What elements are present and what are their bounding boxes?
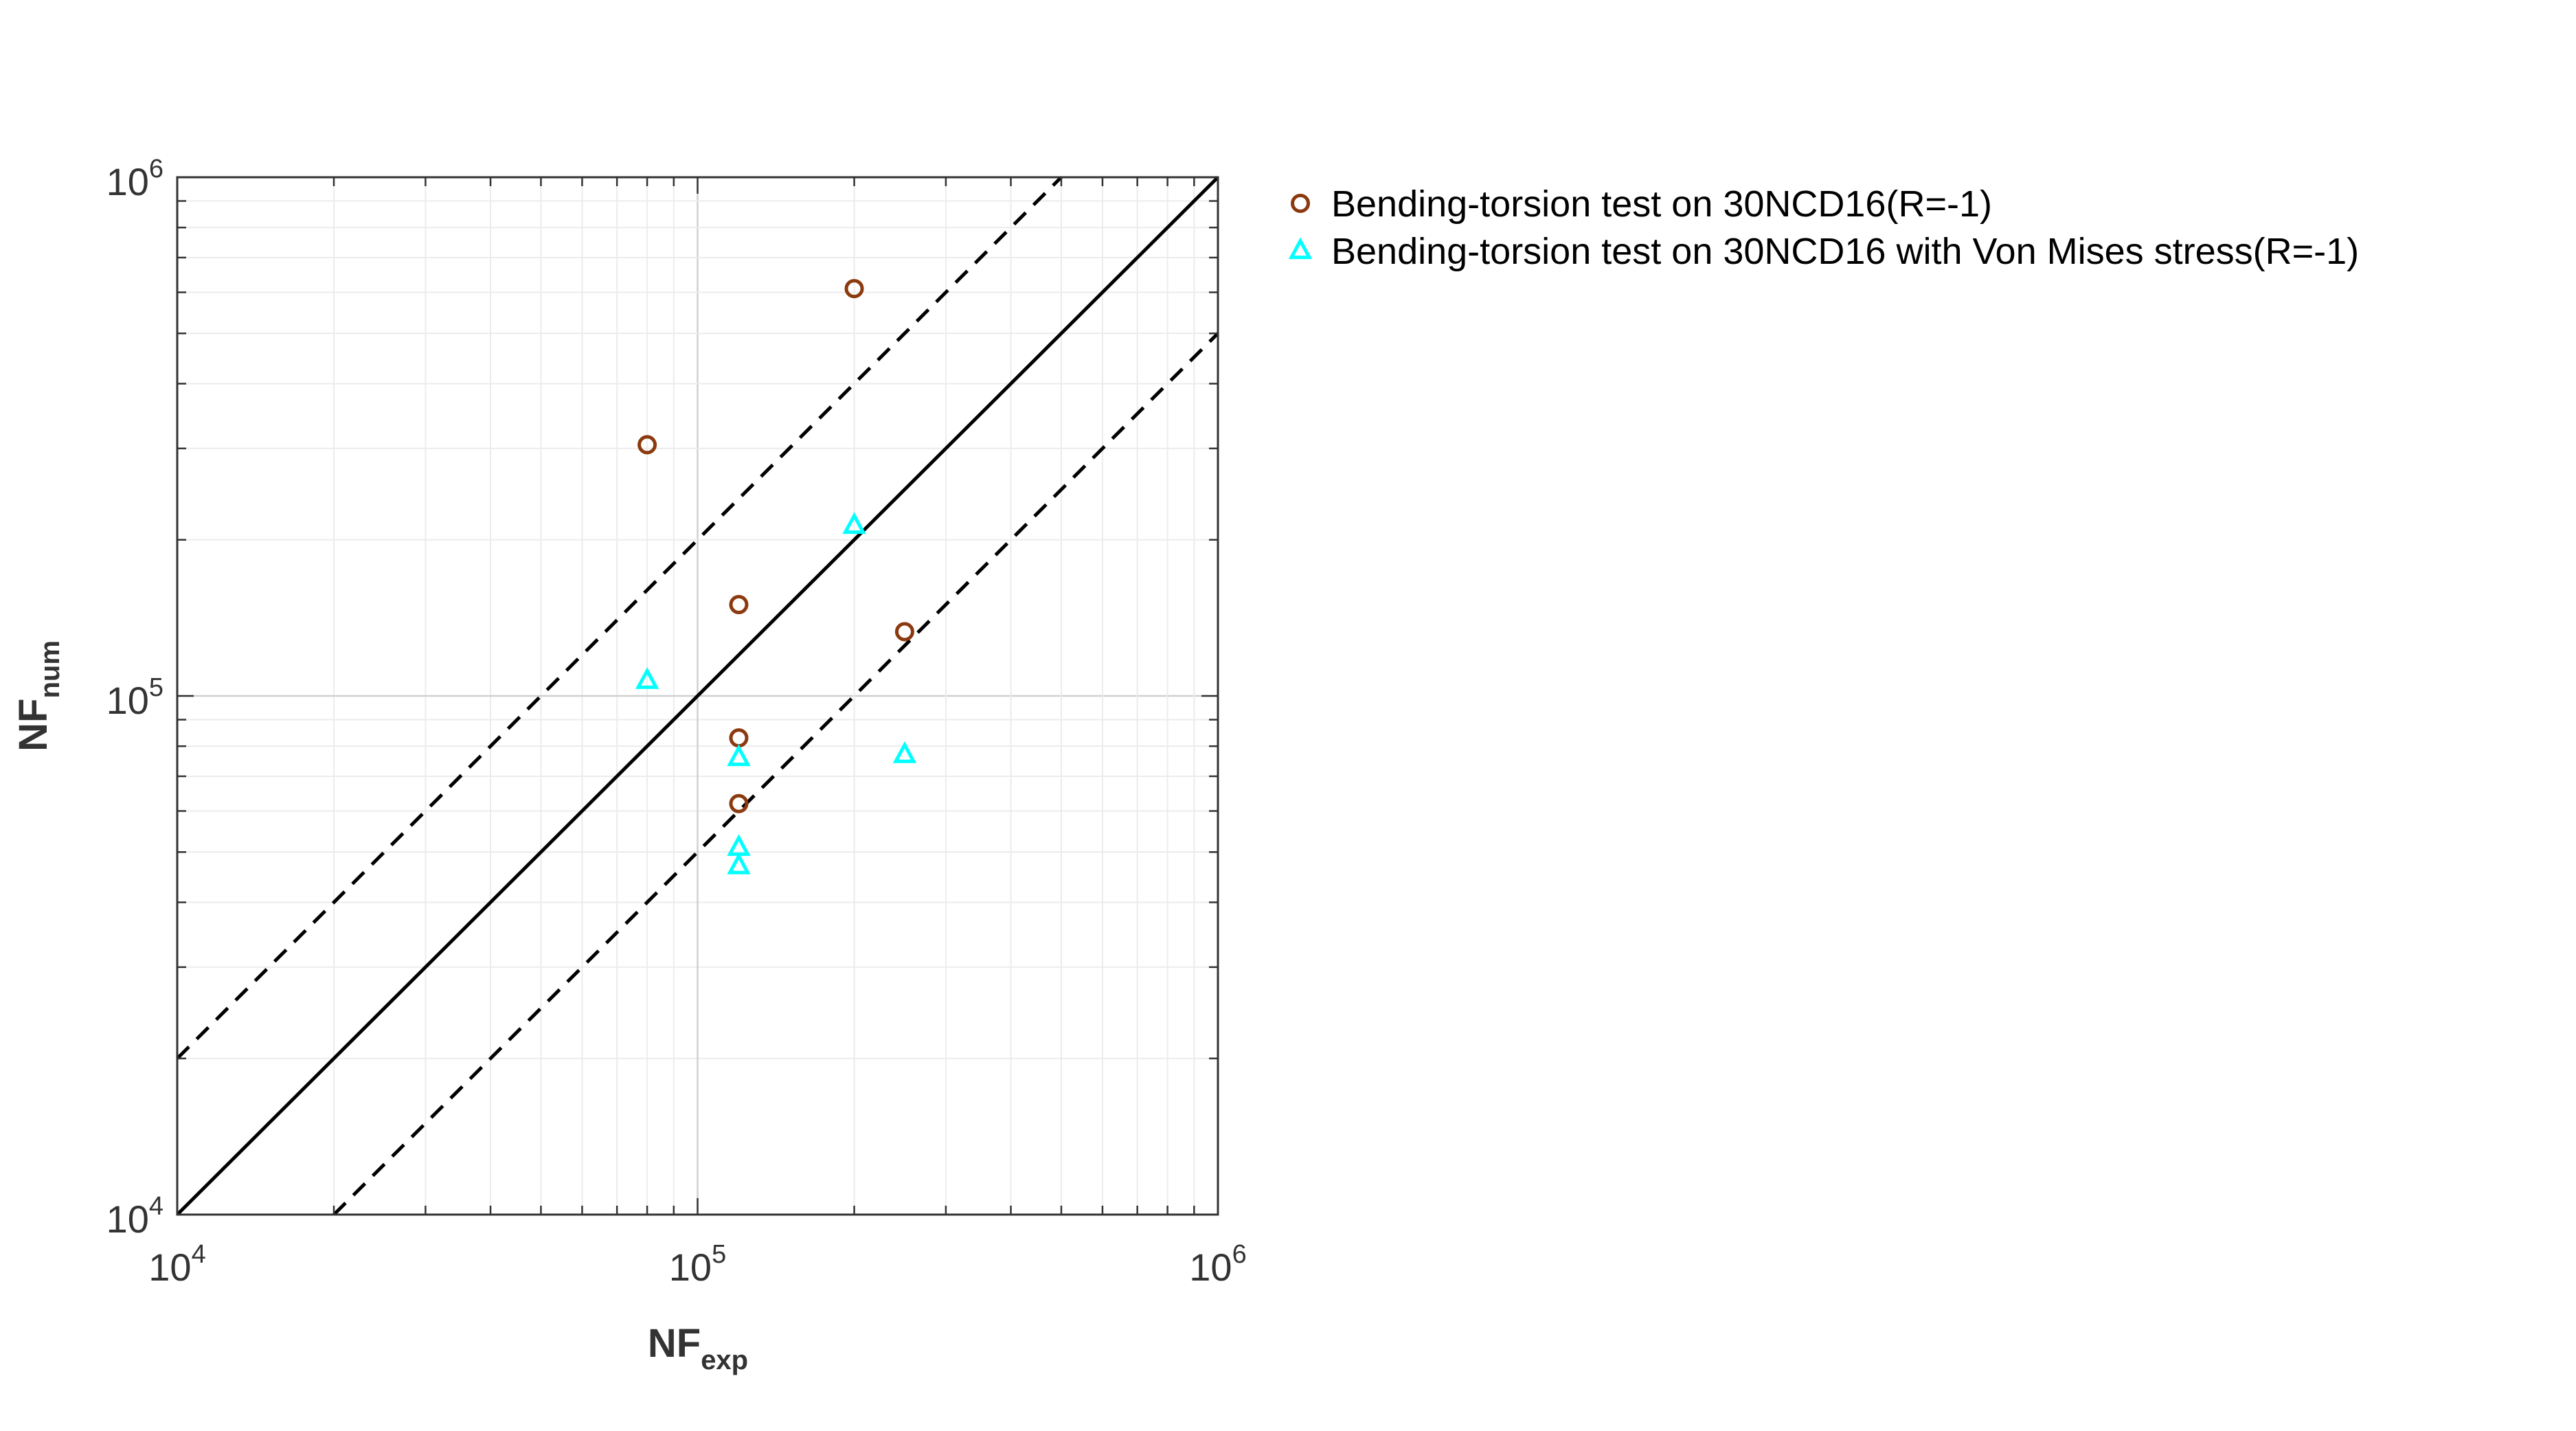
triangle-data-point <box>635 667 659 689</box>
x-tick-label: 104 <box>148 1240 205 1289</box>
circle-data-point <box>729 793 749 813</box>
dashed-scatter-band-line <box>332 332 1219 1216</box>
y-axis-title-sub: num <box>35 640 65 698</box>
circle-data-point <box>729 595 749 615</box>
triangle-data-point <box>727 744 751 767</box>
x-tick-label: 105 <box>669 1240 726 1289</box>
dashed-scatter-band-line <box>176 176 1063 1060</box>
circle-data-point <box>894 622 914 642</box>
x-axis-title-main: NF <box>648 1321 701 1366</box>
y-tick-label: 105 <box>106 673 163 722</box>
triangle-data-point <box>892 741 917 763</box>
legend-label: Bending-torsion test on 30NCD16(R=-1) <box>1331 183 1992 225</box>
legend-label: Bending-torsion test on 30NCD16 with Von… <box>1331 231 2359 272</box>
triangle-data-point <box>842 512 866 534</box>
legend-triangle-marker <box>1288 237 1313 260</box>
identity-line <box>176 176 1219 1216</box>
axes <box>176 176 1219 1216</box>
y-tick-label: 104 <box>106 1192 163 1241</box>
y-axis-title-main: NF <box>11 699 56 752</box>
legend-entry: Bending-torsion test on 30NCD16(R=-1) <box>1291 183 1992 225</box>
reference-lines <box>176 176 1219 1216</box>
tick-labels: 104 105 106 104 105 106 <box>106 155 1247 1289</box>
x-axis-title-sub: exp <box>701 1345 748 1375</box>
y-axis-title: NFnum <box>11 640 65 752</box>
triangle-data-point <box>727 852 751 875</box>
circle-data-point <box>844 279 864 299</box>
plot-frame <box>176 176 1219 1216</box>
x-axis-title: NFexp <box>648 1321 748 1375</box>
grid <box>176 177 1218 1216</box>
legend: Bending-torsion test on 30NCD16(R=-1) Ben… <box>1288 183 2359 272</box>
x-tick-label: 106 <box>1189 1240 1246 1289</box>
circle-data-point <box>637 435 657 455</box>
data-points <box>635 279 917 875</box>
legend-circle-marker <box>1291 194 1310 213</box>
legend-entry: Bending-torsion test on 30NCD16 with Von… <box>1288 231 2359 272</box>
y-tick-label: 106 <box>106 155 163 203</box>
